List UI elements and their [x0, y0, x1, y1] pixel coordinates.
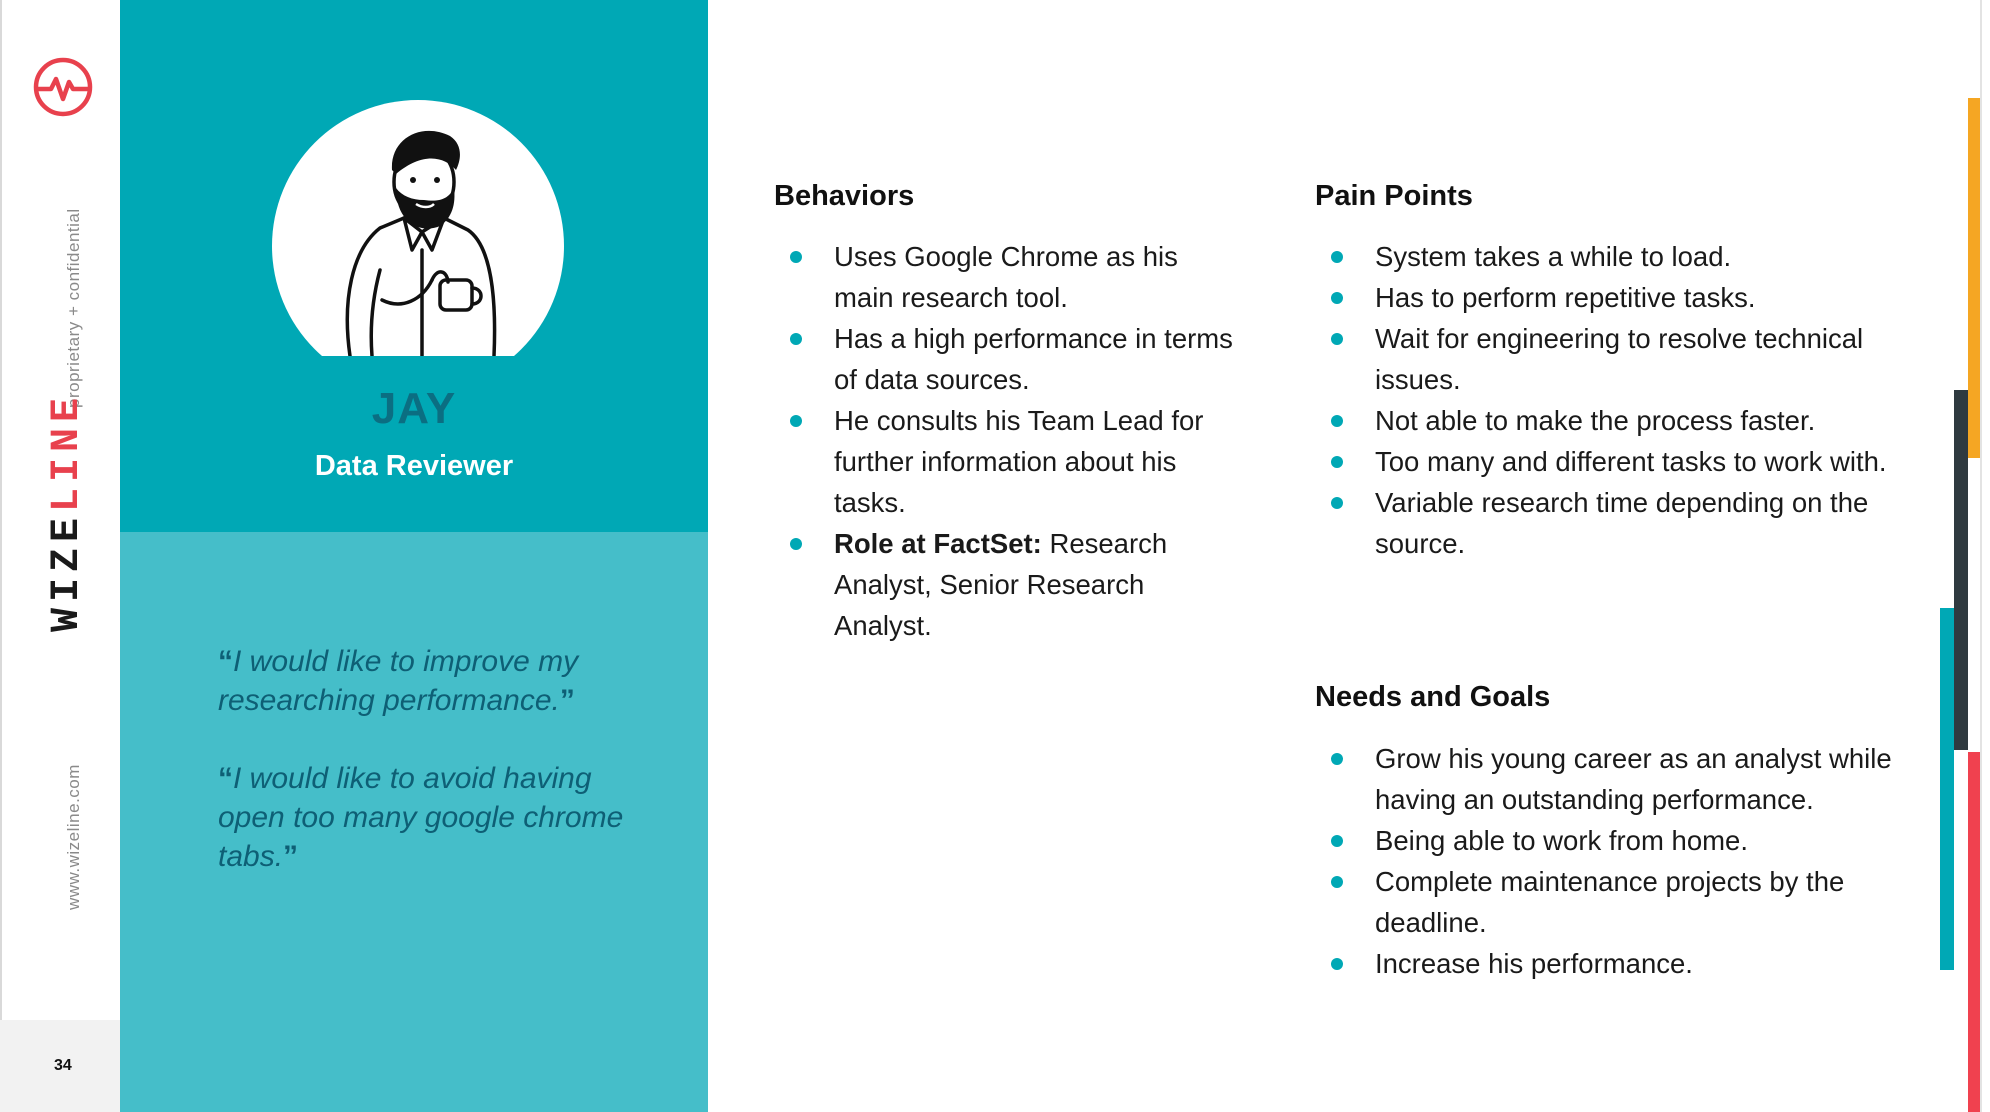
list-item: Wait for engineering to resolve technica…	[1315, 318, 1915, 400]
list-item: Grow his young career as an analyst whil…	[1315, 738, 1915, 820]
role-label: Role at FactSet:	[834, 528, 1042, 559]
accent-bar-red	[1968, 752, 1980, 1112]
avatar	[272, 100, 564, 356]
behaviors-title: Behaviors	[774, 180, 915, 212]
persona-name: JAY	[371, 384, 457, 433]
pain-points-list: System takes a while to load. Has to per…	[1315, 236, 1915, 564]
list-item: Uses Google Chrome as his main research …	[774, 236, 1244, 318]
wizeline-pulse-logo-icon	[33, 57, 93, 117]
persona-panel-bottom	[120, 532, 708, 1112]
accent-bar-dark	[1954, 390, 1968, 750]
list-item: Role at FactSet: Research Analyst, Senio…	[774, 523, 1244, 646]
pain-points-title: Pain Points	[1315, 180, 1473, 212]
needs-goals-list: Grow his young career as an analyst whil…	[1315, 738, 1915, 984]
behaviors-list: Uses Google Chrome as his main research …	[774, 236, 1244, 646]
list-item: Variable research time depending on the …	[1315, 482, 1915, 564]
confidential-label: proprietary + confidential	[64, 208, 83, 408]
accent-bar-teal	[1940, 608, 1954, 970]
wordmark-wize: WIZE	[45, 511, 90, 632]
persona-quote: “I would like to avoid having open too m…	[218, 762, 624, 873]
page-number-box	[0, 1020, 120, 1112]
role-value: Research Analyst, Senior Research Analys…	[834, 528, 1168, 641]
right-edge-line	[1980, 0, 1982, 1112]
accent-bar-yellow	[1968, 98, 1980, 458]
list-item: Has to perform repetitive tasks.	[1315, 277, 1915, 318]
website-url: www.wizeline.com	[64, 764, 83, 910]
needs-goals-title: Needs and Goals	[1315, 681, 1551, 713]
persona-quote: “I would like to improve my researching …	[218, 645, 579, 717]
list-item: Not able to make the process faster.	[1315, 400, 1915, 441]
brand-strip	[0, 0, 120, 1112]
wizeline-wordmark: WIZELINE	[45, 392, 90, 632]
list-item: System takes a while to load.	[1315, 236, 1915, 277]
wordmark-line: LINE	[45, 391, 90, 512]
list-item: Being able to work from home.	[1315, 820, 1915, 861]
list-item: Too many and different tasks to work wit…	[1315, 441, 1915, 482]
list-item: He consults his Team Lead for further in…	[774, 400, 1244, 523]
list-item: Increase his performance.	[1315, 943, 1915, 984]
persona-role: Data Reviewer	[314, 450, 514, 482]
list-item: Has a high performance in terms of data …	[774, 318, 1244, 400]
list-item: Complete maintenance projects by the dea…	[1315, 861, 1915, 943]
person-illustration-icon	[345, 130, 497, 356]
page-number: 34	[54, 1057, 72, 1074]
